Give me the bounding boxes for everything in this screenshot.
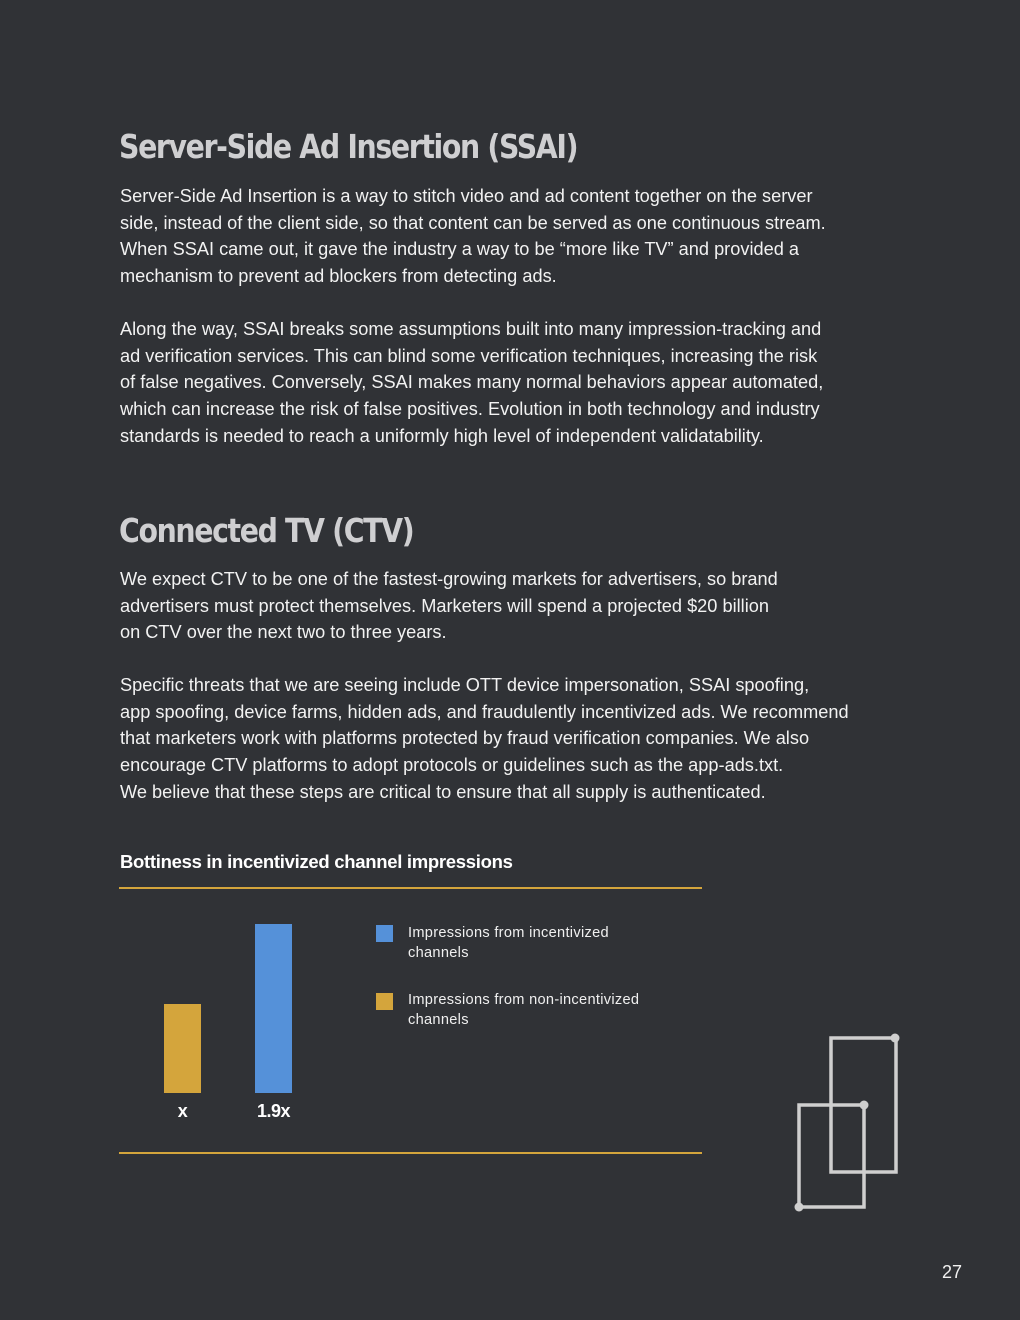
legend-entry-non-incentivized: Impressions from non-incentivized channe…: [408, 990, 639, 1030]
text-line: advertisers must protect themselves. Mar…: [120, 595, 769, 616]
text-line: Specific threats that we are seeing incl…: [120, 675, 810, 695]
text-line: app spoofing, device farms, hidden ads, …: [120, 701, 849, 722]
ctv-paragraph-1: We expect CTV to be one of the fastest-g…: [120, 566, 910, 646]
ssai-paragraph-2: Along the way, SSAI breaks some assumpti…: [120, 316, 910, 450]
text-line: Along the way, SSAI breaks some assumpti…: [120, 319, 822, 339]
legend-swatch-incentivized: [376, 925, 393, 942]
text-line: which can increase the risk of false pos…: [120, 399, 820, 420]
text-line: standards is needed to reach a uniformly…: [120, 425, 764, 446]
text-line: on CTV over the next two to three years.: [120, 622, 447, 643]
text-line: encourage CTV platforms to adopt protoco…: [120, 755, 784, 776]
text-line: that marketers work with platforms prote…: [120, 728, 810, 749]
overlapping-rectangles-icon: [794, 1033, 900, 1212]
legend-line: Impressions from non-incentivized: [408, 992, 640, 1008]
legend-line: channels: [408, 1012, 469, 1028]
ctv-paragraph-2: Specific threats that we are seeing incl…: [120, 672, 910, 806]
page-number: 27: [941, 1262, 962, 1282]
bar-incentivized: [255, 924, 292, 1093]
ctv-heading: Connected TV (CTV): [119, 511, 415, 550]
text-line: When SSAI came out, it gave the industry…: [120, 239, 800, 260]
text-line: ad verification services. This can blind…: [120, 345, 818, 366]
legend-entry-incentivized: Impressions from incentivized channels: [408, 923, 609, 963]
legend-swatch-non-incentivized: [376, 993, 393, 1010]
text-line: We expect CTV to be one of the fastest-g…: [120, 569, 778, 589]
ssai-paragraph-1: Server-Side Ad Insertion is a way to sti…: [120, 183, 910, 290]
chart-title: Bottiness in incentivized channel impres…: [120, 851, 513, 872]
text-line: We believe that these steps are critical…: [120, 781, 766, 802]
text-line: side, instead of the client side, so tha…: [120, 212, 826, 233]
chart-top-rule: [119, 887, 702, 889]
text-line: Server-Side Ad Insertion is a way to sti…: [120, 186, 813, 206]
legend-line: channels: [408, 945, 469, 961]
bar-label-non-incentivized: x: [177, 1101, 188, 1121]
bar-non-incentivized: [164, 1004, 201, 1093]
legend-line: Impressions from incentivized: [408, 925, 609, 941]
chart-bottom-rule: [119, 1152, 702, 1154]
bar-label-incentivized: 1.9x: [256, 1101, 291, 1121]
ssai-heading: Server-Side Ad Insertion (SSAI): [119, 127, 579, 166]
text-line: mechanism to prevent ad blockers from de…: [120, 266, 557, 287]
text-line: of false negatives. Conversely, SSAI mak…: [120, 372, 824, 393]
